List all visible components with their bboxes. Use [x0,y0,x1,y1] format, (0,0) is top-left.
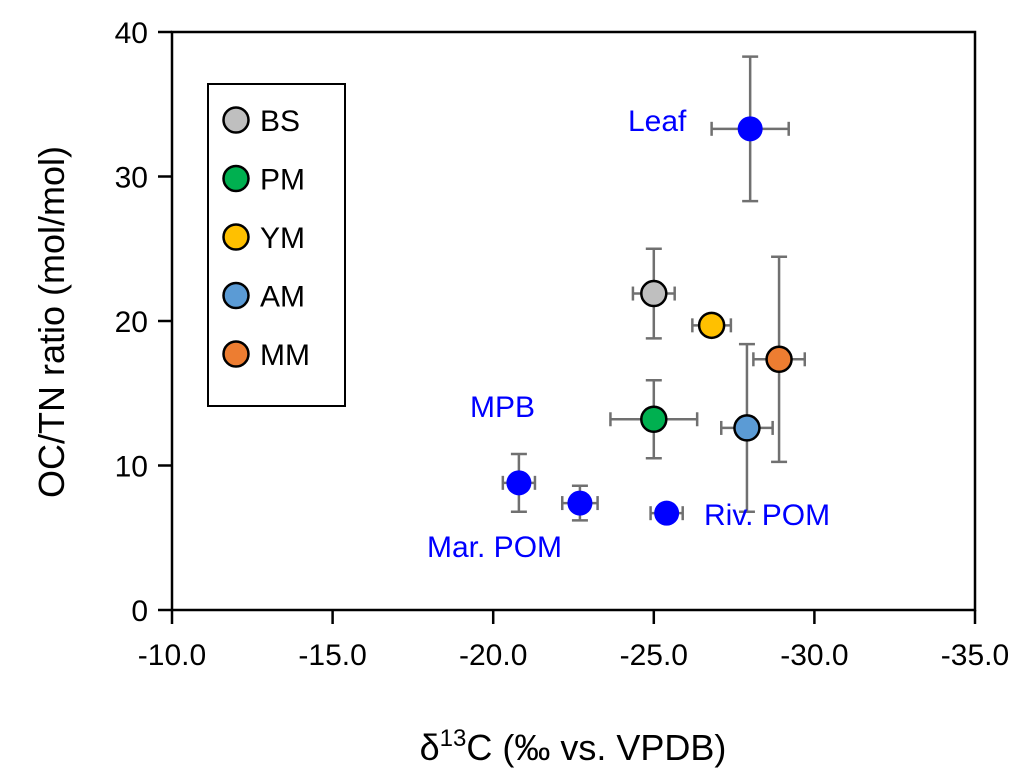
annotation-leaf: Leaf [628,105,687,138]
x-tick-label: -10.0 [138,639,206,672]
legend: BS PM YM AM MM [207,83,346,407]
legend-marker [222,164,250,193]
annotation-mpb: MPB [470,391,535,424]
point-bs [640,279,668,308]
legend-label: YM [260,222,305,255]
y-axis: 0 10 20 30 40 [115,17,172,628]
point-riv-pom [654,500,680,526]
legend-marker [222,223,250,251]
y-tick-label: 40 [115,17,148,50]
legend-item-am: AM [222,281,305,314]
x-title-superscript: 13 [440,725,467,752]
annotation-mar-pom: Mar. POM [427,531,562,564]
annotation-riv-pom: Riv. POM [704,499,830,532]
x-title-suffix: C (‰ vs. VPDB) [466,727,726,768]
x-tick-label: -35.0 [941,639,1009,672]
legend-marker [222,106,250,134]
y-tick-label: 20 [115,306,148,339]
data-points [506,116,793,526]
legend-item-bs: BS [222,105,300,138]
point-mm [765,345,793,374]
point-mpb [506,470,532,496]
point-ym [697,311,726,340]
y-tick-label: 30 [115,162,148,195]
legend-marker [222,281,250,310]
x-tick-label: -30.0 [780,639,848,672]
y-tick-label: 10 [115,451,148,484]
x-tick-label: -25.0 [620,639,688,672]
x-tick-label: -20.0 [459,639,527,672]
point-pm [640,405,668,434]
x-axis: -10.0 -15.0 -20.0 -25.0 -30.0 -35.0 [138,610,1009,672]
legend-item-ym: YM [222,222,305,255]
annotations: Leaf MPB Mar. POM Riv. POM [427,105,830,564]
legend-label: AM [260,281,305,314]
legend-label: PM [260,164,305,197]
legend-label: BS [260,105,300,138]
point-am [733,414,761,442]
legend-label: MM [260,339,310,372]
x-title-prefix: δ [420,727,440,768]
point-mar-pom [567,490,593,516]
y-tick-label: 0 [131,595,148,628]
y-axis-title: OC/TN ratio (mol/mol) [31,146,72,498]
x-tick-label: -15.0 [298,639,366,672]
x-axis-title: δ13C (‰ vs. VPDB) [420,725,727,768]
legend-marker [222,340,250,368]
legend-item-mm: MM [222,339,310,372]
point-leaf [737,116,763,142]
legend-item-pm: PM [222,164,305,197]
